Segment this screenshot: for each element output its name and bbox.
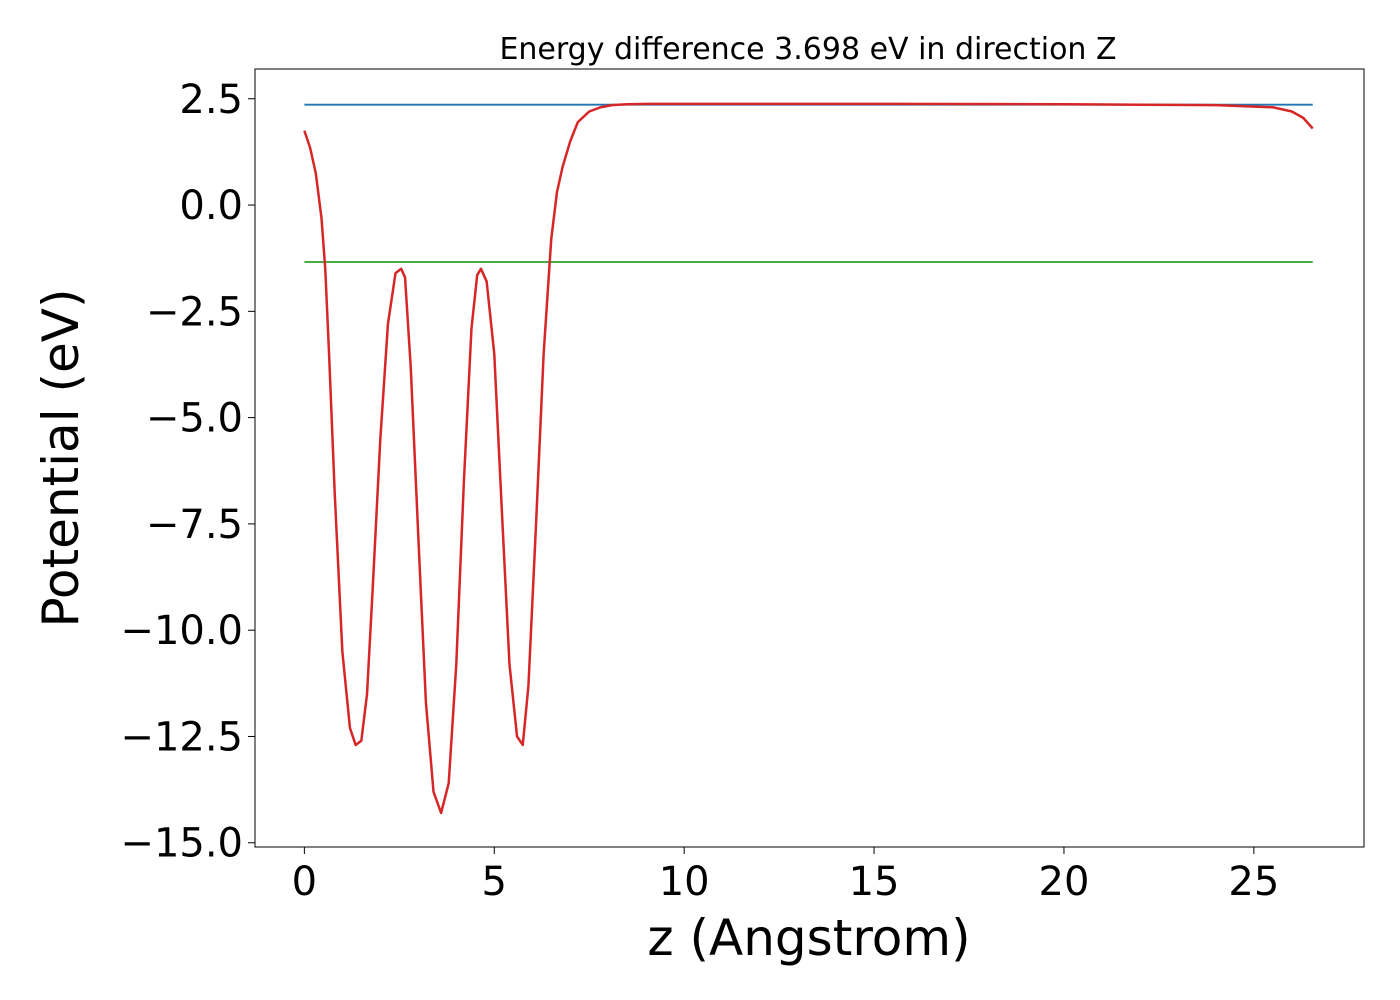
y-tick-label: −15.0	[120, 821, 243, 867]
series-line-potential	[303, 102, 1314, 815]
y-axis-label: Potential (eV)	[32, 289, 90, 628]
axes-frame	[254, 68, 1365, 848]
plot-area	[254, 68, 1365, 848]
y-tick-label: −5.0	[146, 396, 243, 442]
y-tick-label: −7.5	[146, 502, 243, 548]
y-tick-label: −2.5	[146, 289, 243, 335]
x-tick-label: 10	[659, 859, 710, 905]
x-tick-label: 25	[1228, 859, 1279, 905]
x-tick-label: 0	[292, 859, 317, 905]
x-axis-ticks: 0 5 10 15 20 25	[292, 847, 1279, 905]
y-tick-label: −12.5	[120, 714, 243, 760]
x-tick-label: 20	[1039, 859, 1090, 905]
y-axis-ticks: 2.5 0.0 −2.5 −5.0 −7.5 −10.0 −12.5 −15.0	[120, 77, 255, 867]
y-tick-label: 0.0	[179, 183, 243, 229]
chart-title: Energy difference 3.698 eV in direction …	[499, 32, 1116, 67]
y-tick-label: 2.5	[179, 77, 243, 123]
y-tick-label: −10.0	[120, 608, 243, 654]
series-layer	[303, 102, 1314, 815]
x-tick-label: 15	[849, 859, 900, 905]
x-tick-label: 5	[482, 859, 507, 905]
x-axis-label: z (Angstrom)	[647, 909, 970, 967]
